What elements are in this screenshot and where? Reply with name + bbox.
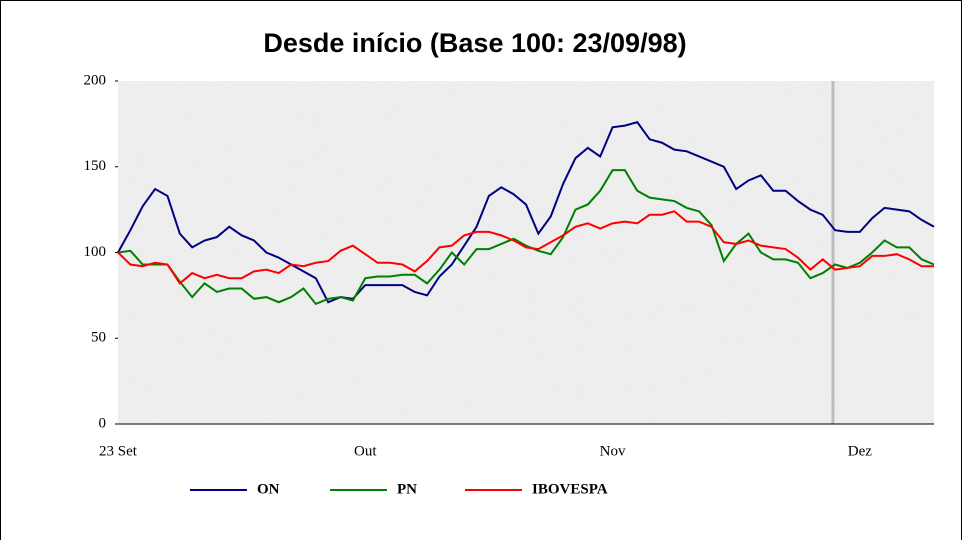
y-tick-label: 0 [99, 415, 107, 431]
legend-label: PN [397, 481, 417, 497]
legend-label: ON [257, 481, 280, 497]
x-tick-label: Nov [600, 443, 626, 459]
plot-texture [118, 81, 934, 424]
y-tick-label: 50 [91, 330, 106, 346]
chart-title: Desde início (Base 100: 23/09/98) [263, 28, 686, 58]
x-tick-label: Dez [848, 443, 872, 459]
y-tick-label: 150 [84, 158, 107, 174]
series-line [117, 121, 935, 304]
x-tick-label: 23 Set [99, 443, 138, 459]
y-tick-label: 200 [84, 72, 107, 88]
series-line [117, 210, 934, 285]
legend-label: IBOVESPA [532, 481, 608, 497]
series-line [117, 169, 935, 306]
x-tick-label: Out [354, 443, 377, 459]
y-tick-label: 100 [84, 244, 107, 260]
